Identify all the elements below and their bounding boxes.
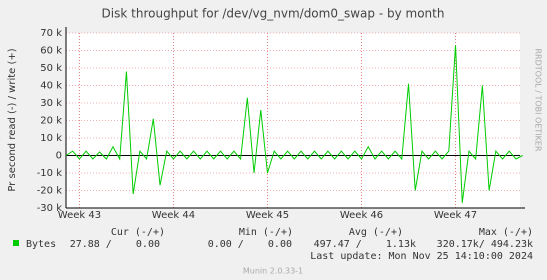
legend-value: 497.47 / 1.13k <box>314 239 416 250</box>
x-tick-label: Week 46 <box>340 210 383 221</box>
y-tick-label: 40 k <box>40 81 62 92</box>
footer: Munin 2.0.33-1 <box>243 267 303 276</box>
legend-value: 320.17k/ 494.23k <box>437 239 533 250</box>
y-axis-label: Pr second read (-) / write (+) <box>7 48 18 191</box>
y-tick-label: -20 k <box>37 186 63 197</box>
legend-header: Min (-/+) <box>239 227 293 238</box>
y-tick-label: -30 k <box>37 203 63 214</box>
legend-value: 0.00 / 0.00 <box>208 239 292 250</box>
y-tick-label: 70 k <box>40 28 62 39</box>
x-tick-label: Week 43 <box>58 210 101 221</box>
legend-header: Avg (-/+) <box>349 227 403 238</box>
y-tick-label: 0 <box>56 151 62 162</box>
x-tick-label: Week 47 <box>434 210 477 221</box>
x-tick-label: Week 45 <box>246 210 289 221</box>
legend-header: Cur (-/+) <box>111 227 165 238</box>
y-tick-label: 30 k <box>40 98 62 109</box>
chart-title: Disk throughput for /dev/vg_nvm/dom0_swa… <box>102 7 445 21</box>
watermark: RRDTOOL / TOBI OETIKER <box>534 48 543 151</box>
legend-entry: Bytes <box>26 239 56 250</box>
plot-area <box>66 33 520 208</box>
last-update: Last update: Mon Nov 25 14:10:00 2024 <box>310 251 533 262</box>
legend-swatch <box>13 240 19 246</box>
legend-value: 27.88 / 0.00 <box>70 239 160 250</box>
legend-header: Max (-/+) <box>479 227 533 238</box>
x-tick-label: Week 44 <box>152 210 195 221</box>
y-tick-label: -10 k <box>37 168 63 179</box>
y-tick-label: 50 k <box>40 63 62 74</box>
y-tick-label: 20 k <box>40 116 62 127</box>
y-tick-label: 60 k <box>40 46 62 57</box>
line-series <box>65 45 523 203</box>
y-tick-label: 10 k <box>40 133 62 144</box>
